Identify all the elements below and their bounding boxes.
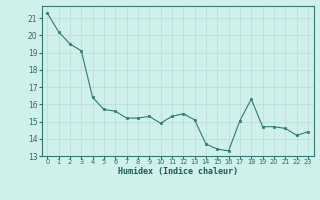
X-axis label: Humidex (Indice chaleur): Humidex (Indice chaleur): [118, 167, 237, 176]
